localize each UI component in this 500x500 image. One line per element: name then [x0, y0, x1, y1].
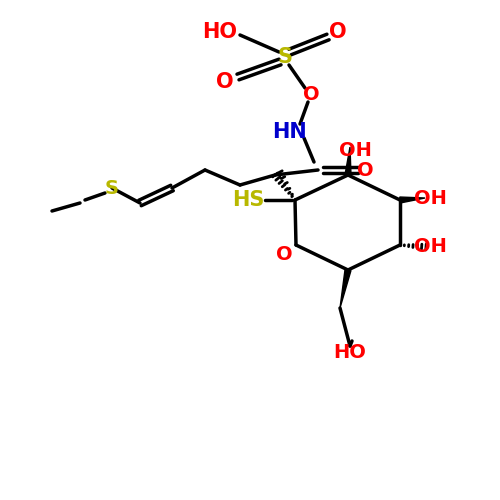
Text: HO: HO — [202, 22, 237, 42]
Text: HS: HS — [232, 190, 264, 210]
Text: OH: OH — [414, 238, 446, 256]
Text: S: S — [105, 178, 119, 198]
Polygon shape — [400, 197, 425, 203]
Text: O: O — [302, 86, 320, 104]
Text: O: O — [329, 22, 347, 42]
Text: OH: OH — [414, 188, 446, 208]
Polygon shape — [340, 270, 351, 308]
Text: O: O — [276, 246, 292, 264]
Text: O: O — [356, 160, 374, 180]
Text: HO: HO — [334, 344, 366, 362]
Text: OH: OH — [338, 140, 372, 160]
Text: O: O — [216, 72, 234, 92]
Text: HN: HN — [272, 122, 308, 142]
Text: S: S — [278, 47, 292, 67]
Polygon shape — [345, 147, 351, 175]
